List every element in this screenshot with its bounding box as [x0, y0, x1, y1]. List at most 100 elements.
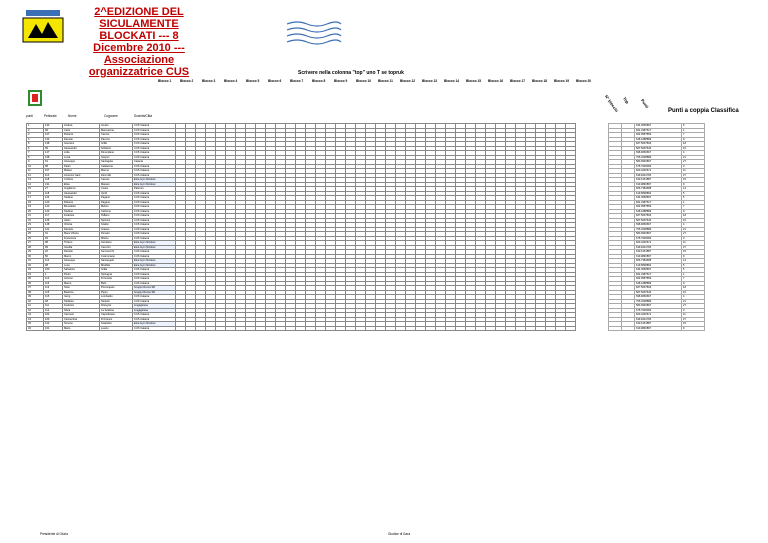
table-row: 21 117 Federica Taffano CUS Catania — [26, 213, 576, 219]
block-header: Blocco 15 — [466, 79, 482, 83]
table-row: 12 114 Antonino Sant Zammitti CUS Catania — [26, 172, 576, 178]
scribble-logo — [285, 18, 343, 48]
header-n-blocchi: N° blocchi — [603, 94, 620, 113]
score-cell[interactable] — [385, 325, 396, 331]
score-cell[interactable] — [465, 325, 476, 331]
header-pettorale: Pettorale — [44, 114, 57, 118]
block-header: Blocco 4 — [224, 79, 238, 83]
table-row: 45 122 Simone Scalodos Etna Gym Nicolosi — [26, 321, 576, 327]
footer-right: Giudice di Gara — [388, 532, 411, 536]
score-cell[interactable] — [515, 325, 526, 331]
block-header: Blocco 6 — [268, 79, 282, 83]
header-punti: punti — [26, 114, 33, 118]
score-cell[interactable] — [235, 325, 246, 331]
header-cognome: Cognome — [104, 114, 118, 118]
table-cell: CUS Catania — [132, 325, 176, 331]
score-cell[interactable] — [425, 325, 436, 331]
score-cell[interactable] — [505, 325, 516, 331]
score-cell[interactable] — [415, 325, 426, 331]
block-header: Blocco 8 — [312, 79, 326, 83]
instruction-text: Scrivere nella colonna "top" uno T se to… — [298, 70, 404, 76]
score-cell[interactable] — [285, 325, 296, 331]
title-line-1: 2^EDIZIONE DEL SICULAMENTE — [94, 6, 184, 30]
table-cell: Mario — [62, 325, 100, 331]
table-cell: 101 — [43, 325, 63, 331]
header-societa: Società/Città — [134, 114, 153, 118]
points-cell: 619.9846867 — [634, 325, 682, 331]
block-header: Blocco 19 — [554, 79, 570, 83]
block-header: Blocco 9 — [334, 79, 348, 83]
table-cell: Leucio — [99, 325, 133, 331]
score-cell[interactable] — [555, 325, 566, 331]
block-header: Blocco 5 — [246, 79, 260, 83]
table-row: 5 138 Giovanni Grillo CUS Catania — [26, 141, 576, 147]
score-cell[interactable] — [395, 325, 406, 331]
score-cell[interactable] — [535, 325, 546, 331]
block-header: Blocco 1 — [158, 79, 172, 83]
score-cell[interactable] — [565, 325, 576, 331]
block-header: Blocco 3 — [202, 79, 216, 83]
score-cell[interactable] — [245, 325, 256, 331]
score-cell[interactable] — [265, 325, 276, 331]
block-header: Blocco 10 — [356, 79, 372, 83]
count-cell — [621, 325, 635, 331]
page-title: 2^EDIZIONE DEL SICULAMENTE BLOCKATI --- … — [80, 6, 198, 78]
title-line-3: Associazione organizzatrice CUS — [88, 54, 190, 78]
footer-left: Presidente di Giuria — [40, 532, 68, 536]
score-cell[interactable] — [345, 325, 356, 331]
score-cell[interactable] — [305, 325, 316, 331]
table-row: 30 50 Marco Cusimmano CUS Catania — [26, 253, 576, 259]
block-header: Blocco 11 — [378, 79, 393, 83]
points-row: 587.5097646 16 — [608, 217, 705, 223]
score-cell[interactable] — [445, 325, 456, 331]
points-table: 634.0656867 6 691.3387617 1 664.5587856 7 648.… — [608, 123, 705, 331]
header-punti-right: Punti — [639, 98, 650, 110]
header-nome: Nome — [68, 114, 77, 118]
block-header: Blocco 18 — [532, 79, 548, 83]
table-row: 32 98 Luca Mirabile Etna Gym Nicolosi — [26, 262, 576, 268]
score-cell[interactable] — [355, 325, 366, 331]
block-header: Blocco 13 — [422, 79, 438, 83]
score-cell[interactable] — [175, 325, 186, 331]
score-cell[interactable] — [375, 325, 386, 331]
score-cell[interactable] — [405, 325, 416, 331]
results-table: 1 132 Andrea Amato CUS Catania 2 99 Carlo Mancar… — [26, 123, 576, 331]
score-cell[interactable] — [215, 325, 226, 331]
score-cell[interactable] — [275, 325, 286, 331]
score-cell[interactable] — [185, 325, 196, 331]
table-row: 39 115 Giorg Lombardo CUS Catania — [26, 294, 576, 300]
block-header: Blocco 20 — [576, 79, 592, 83]
block-header: Blocco 7 — [290, 79, 304, 83]
block-header: Blocco 2 — [180, 79, 194, 83]
score-cell[interactable] — [225, 325, 236, 331]
score-cell[interactable] — [495, 325, 506, 331]
table-row: 43 104 Carmelo Capodicasa CUS Catania — [26, 312, 576, 318]
score-cell[interactable] — [545, 325, 556, 331]
table-row: 41 111 Federico Filosgnsi Lingaglossa — [26, 303, 576, 309]
score-cell[interactable] — [325, 325, 336, 331]
score-cell[interactable] — [525, 325, 536, 331]
score-cell[interactable] — [335, 325, 346, 331]
score-cell[interactable] — [315, 325, 326, 331]
block-header: Blocco 14 — [444, 79, 460, 83]
score-cell[interactable] — [455, 325, 466, 331]
score-cell[interactable] — [295, 325, 306, 331]
table-row: 28 99 Giudita Caruzzo Etna Gym Nicolosi — [26, 244, 576, 250]
score-cell[interactable] — [435, 325, 446, 331]
title-line-2: BLOCKATI --- 8 Dicembre 2010 --- — [93, 30, 185, 54]
score-cell[interactable] — [365, 325, 376, 331]
table-row: 44 100 Clementina Di Franco CUS Catania — [26, 316, 576, 322]
score-cell[interactable] — [485, 325, 496, 331]
score-cell[interactable] — [475, 325, 486, 331]
block-header: Blocco 12 — [400, 79, 416, 83]
score-cell[interactable] — [195, 325, 206, 331]
table-cell: 46 — [26, 325, 44, 331]
score-cell[interactable] — [255, 325, 266, 331]
score-cell[interactable] — [205, 325, 216, 331]
block-headers: Blocco 1 Blocco 2 Blocco 3 Blocco 4 Blocco 5… — [158, 79, 591, 101]
points-row: 619.9846867 9 — [608, 325, 705, 331]
header-top: Top — [621, 96, 631, 105]
block-header: Blocco 17 — [510, 79, 526, 83]
table-row: 22 126 Alaric Spinioni CUS Catania — [26, 217, 576, 223]
table-row: 18 120 Roberto Pagano CUS Catania — [26, 199, 576, 205]
